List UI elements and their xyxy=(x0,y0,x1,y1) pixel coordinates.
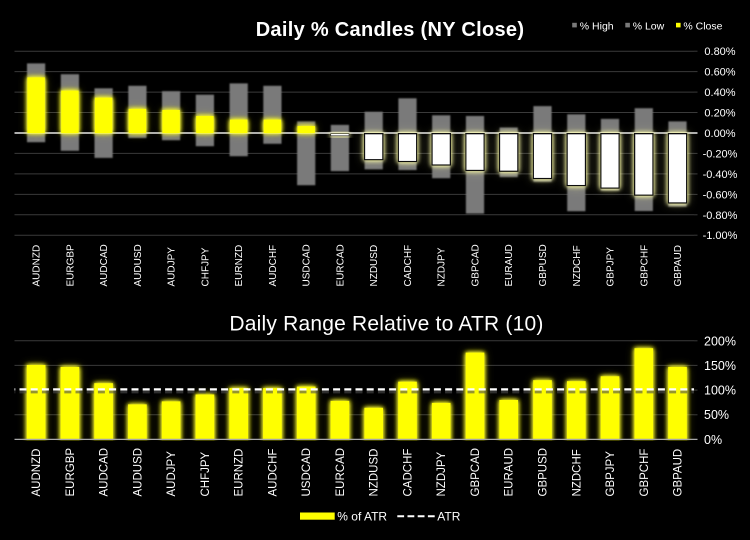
svg-text:Daily % Candles (NY Close): Daily % Candles (NY Close) xyxy=(256,19,525,41)
svg-text:EURNZD: EURNZD xyxy=(234,245,245,287)
svg-text:100%: 100% xyxy=(704,384,736,398)
svg-text:EURAUD: EURAUD xyxy=(504,244,515,286)
svg-text:AUDNZD: AUDNZD xyxy=(31,449,43,497)
svg-text:ATR: ATR xyxy=(437,510,460,524)
svg-text:GBPCAD: GBPCAD xyxy=(470,448,482,497)
svg-text:Daily Range Relative to ATR (1: Daily Range Relative to ATR (10) xyxy=(229,312,543,335)
svg-text:CHFJPY: CHFJPY xyxy=(200,247,211,286)
svg-text:USDCAD: USDCAD xyxy=(302,244,313,286)
svg-text:EURCAD: EURCAD xyxy=(335,244,346,286)
svg-text:0.00%: 0.00% xyxy=(704,128,735,140)
svg-text:NZDCHF: NZDCHF xyxy=(571,449,583,496)
svg-text:AUDJPY: AUDJPY xyxy=(166,451,178,497)
svg-text:CHFJPY: CHFJPY xyxy=(200,451,212,496)
svg-text:GBPCAD: GBPCAD xyxy=(471,244,482,286)
svg-text:200%: 200% xyxy=(704,334,736,348)
svg-text:% Close: % Close xyxy=(683,20,722,32)
svg-text:AUDCHF: AUDCHF xyxy=(268,245,279,287)
svg-text:GBPAUD: GBPAUD xyxy=(673,245,684,287)
svg-text:EURNZD: EURNZD xyxy=(234,449,246,497)
svg-text:NZDJPY: NZDJPY xyxy=(436,451,448,496)
svg-text:GBPJPY: GBPJPY xyxy=(605,451,617,497)
svg-text:NZDUSD: NZDUSD xyxy=(369,449,381,497)
svg-text:% of ATR: % of ATR xyxy=(337,510,387,524)
svg-text:AUDNZD: AUDNZD xyxy=(32,245,43,287)
svg-text:AUDUSD: AUDUSD xyxy=(132,448,144,497)
svg-text:0.60%: 0.60% xyxy=(704,67,735,79)
svg-text:GBPAUD: GBPAUD xyxy=(673,449,685,497)
svg-text:-0.60%: -0.60% xyxy=(703,189,738,201)
svg-text:GBPUSD: GBPUSD xyxy=(538,448,550,497)
svg-text:GBPJPY: GBPJPY xyxy=(606,247,617,287)
svg-text:50%: 50% xyxy=(704,408,729,422)
svg-text:-0.40%: -0.40% xyxy=(703,169,738,181)
svg-text:NZDCHF: NZDCHF xyxy=(572,245,583,286)
svg-text:AUDCAD: AUDCAD xyxy=(99,244,110,286)
svg-text:AUDUSD: AUDUSD xyxy=(133,244,144,286)
svg-text:EURCAD: EURCAD xyxy=(335,448,347,497)
svg-text:AUDCAD: AUDCAD xyxy=(99,448,111,497)
svg-text:NZDUSD: NZDUSD xyxy=(369,245,380,287)
svg-text:-0.20%: -0.20% xyxy=(703,148,738,160)
svg-text:GBPCHF: GBPCHF xyxy=(639,449,651,497)
svg-text:NZDJPY: NZDJPY xyxy=(437,247,448,286)
svg-text:0%: 0% xyxy=(704,433,722,447)
svg-text:AUDJPY: AUDJPY xyxy=(167,247,178,287)
svg-text:AUDCHF: AUDCHF xyxy=(267,449,279,497)
svg-text:GBPCHF: GBPCHF xyxy=(639,245,650,287)
svg-text:EURGBP: EURGBP xyxy=(65,448,77,497)
svg-text:% Low: % Low xyxy=(633,20,665,32)
svg-text:-0.80%: -0.80% xyxy=(703,210,738,222)
svg-text:0.80%: 0.80% xyxy=(704,46,735,58)
svg-text:USDCAD: USDCAD xyxy=(301,448,313,497)
svg-text:% High: % High xyxy=(580,20,614,32)
svg-text:EURAUD: EURAUD xyxy=(504,448,516,497)
svg-text:150%: 150% xyxy=(704,359,736,373)
svg-text:CADCHF: CADCHF xyxy=(403,449,415,497)
svg-text:0.20%: 0.20% xyxy=(704,108,735,120)
svg-text:EURGBP: EURGBP xyxy=(65,244,76,287)
svg-text:GBPUSD: GBPUSD xyxy=(538,244,549,286)
svg-text:CADCHF: CADCHF xyxy=(403,245,414,287)
svg-text:0.40%: 0.40% xyxy=(704,87,735,99)
svg-text:-1.00%: -1.00% xyxy=(703,230,738,242)
